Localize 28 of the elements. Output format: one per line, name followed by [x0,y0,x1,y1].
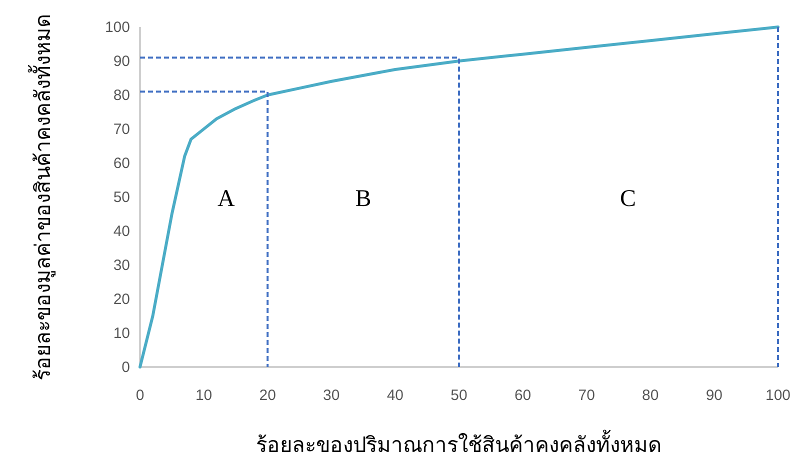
y-axis-title: ร้อยละของมูลค่าของสินค้าคงคลังทั้งหมด [28,14,56,380]
y-tick-label: 0 [122,359,130,376]
y-tick-label: 80 [113,87,130,104]
x-tick-label: 40 [386,387,404,404]
x-tick-label: 50 [450,387,468,404]
y-tick-label: 60 [113,155,130,172]
x-tick-label: 100 [765,387,791,404]
x-tick-label: 10 [195,387,212,404]
y-tick-label: 40 [113,223,130,240]
x-tick-label: 60 [514,387,532,404]
x-tick-label: 90 [706,387,723,404]
x-tick-label: 20 [259,387,276,404]
annotation: C [620,186,636,212]
y-tick-label: 20 [113,291,130,308]
annotation: B [355,186,372,212]
y-tick-label: 100 [104,19,130,36]
x-axis-title: ร้อยละของปริมาณการใช้สินค้าคงคลังทั้งหมด [256,430,662,457]
x-tick-label: 0 [136,387,144,404]
x-tick-label: 80 [642,387,659,404]
line-series [138,26,780,368]
annotation: A [217,186,236,212]
y-tick-label: 50 [113,189,130,206]
y-tick-label: 90 [113,53,130,70]
x-tick-label: 70 [578,387,595,404]
x-tick-label: 30 [323,387,340,404]
y-tick-label: 70 [113,121,130,138]
y-tick-label: 30 [113,257,130,274]
y-tick-label: 10 [113,325,130,342]
